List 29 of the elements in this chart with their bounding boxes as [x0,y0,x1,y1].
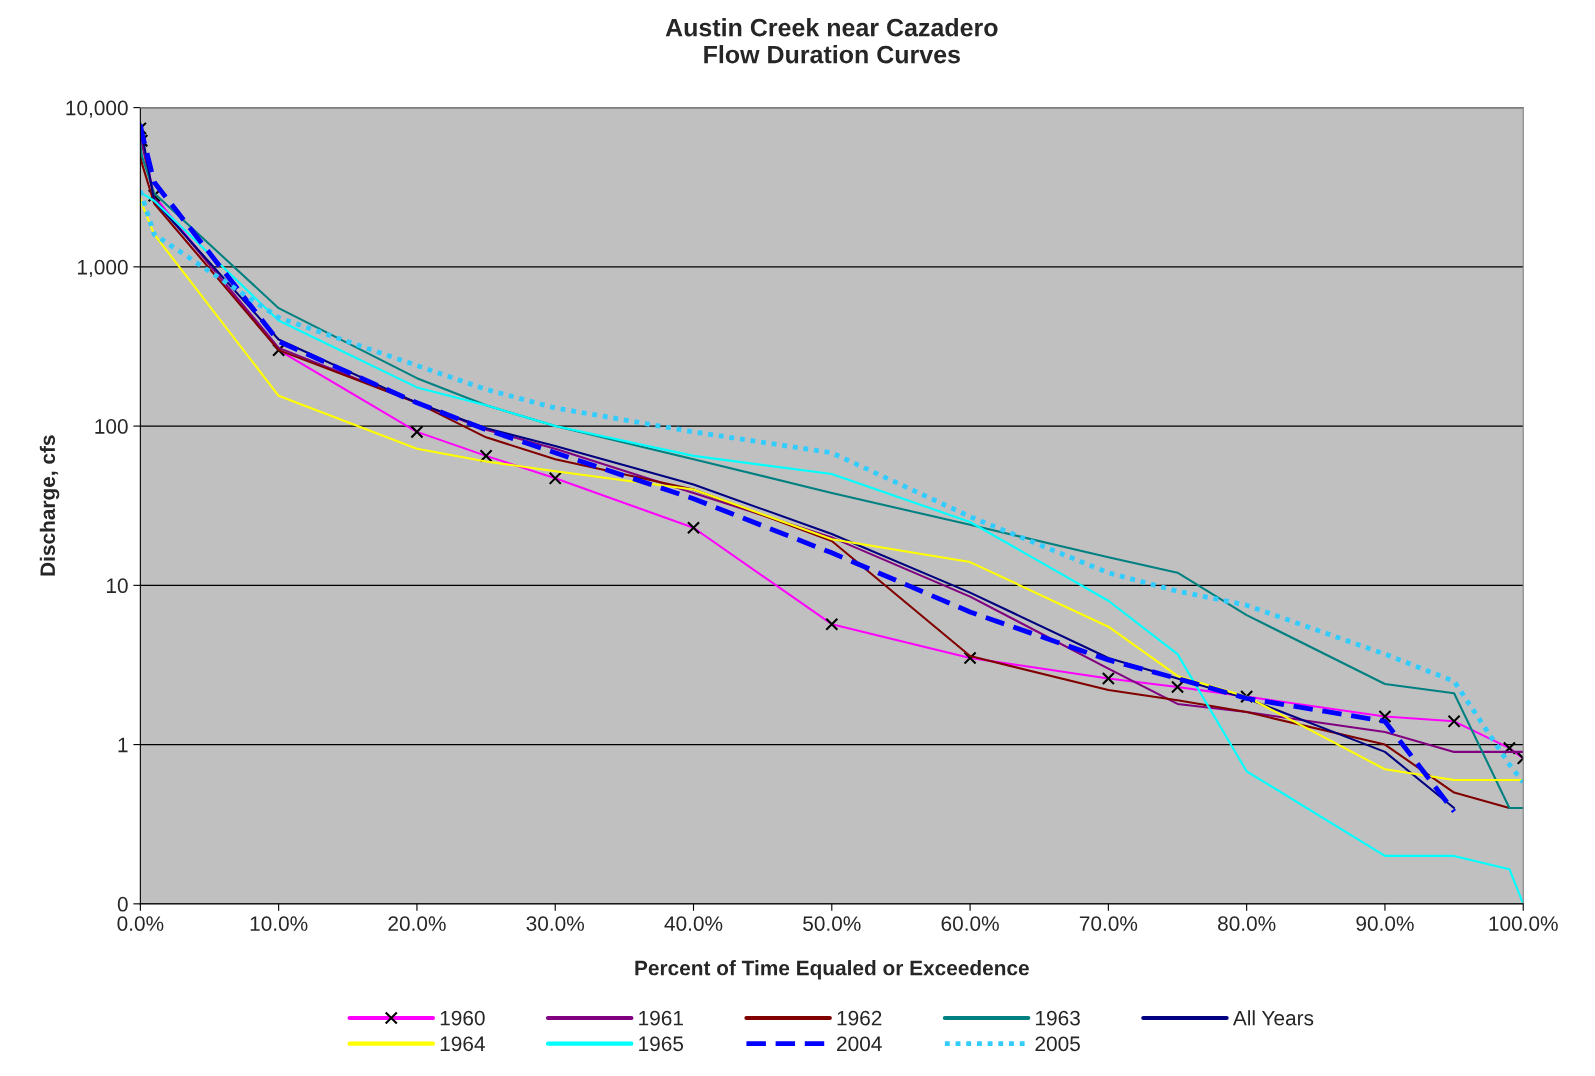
y-tick-label: 10,000 [66,100,128,118]
legend-label: 1962 [837,1010,882,1026]
x-tick-label: 40.0% [664,916,723,931]
x-tick-label: 30.0% [526,916,585,931]
y-tick-label: 1 [118,737,128,753]
x-tick-label: 60.0% [941,916,999,931]
chart-title: Austin Creek near Cazadero Flow Duration Curves [665,18,998,64]
y-axis-title: Discharge, cfs [39,435,60,576]
x-tick-label: 50.0% [803,916,861,931]
legend-label: 1964 [440,1036,485,1052]
x-tick-label: 100.0% [1489,916,1558,931]
y-tick-label: 0 [117,896,128,912]
legend-label: All Years [1232,1010,1314,1026]
y-tick-label: 1,000 [78,259,128,278]
x-tick-label: 0.0% [117,916,164,931]
x-tick-label: 90.0% [1356,916,1414,931]
y-tick-label: 10 [106,578,128,594]
legend-label: 2005 [1035,1036,1080,1052]
x-tick-label: 10.0% [250,916,308,931]
legend-label: 1965 [639,1036,684,1052]
legend-label: 1961 [639,1010,683,1026]
x-tick-label: 80.0% [1218,916,1276,931]
legend-label: 1963 [1036,1010,1080,1026]
y-tick-label: 100 [95,419,128,434]
x-axis-title: Percent of Time Equaled or Exceedence [635,960,1029,980]
legend-label: 2004 [837,1036,882,1052]
legend-label: 1960 [440,1010,485,1026]
x-tick-label: 20.0% [388,916,446,931]
x-tick-label: 70.0% [1079,916,1138,931]
